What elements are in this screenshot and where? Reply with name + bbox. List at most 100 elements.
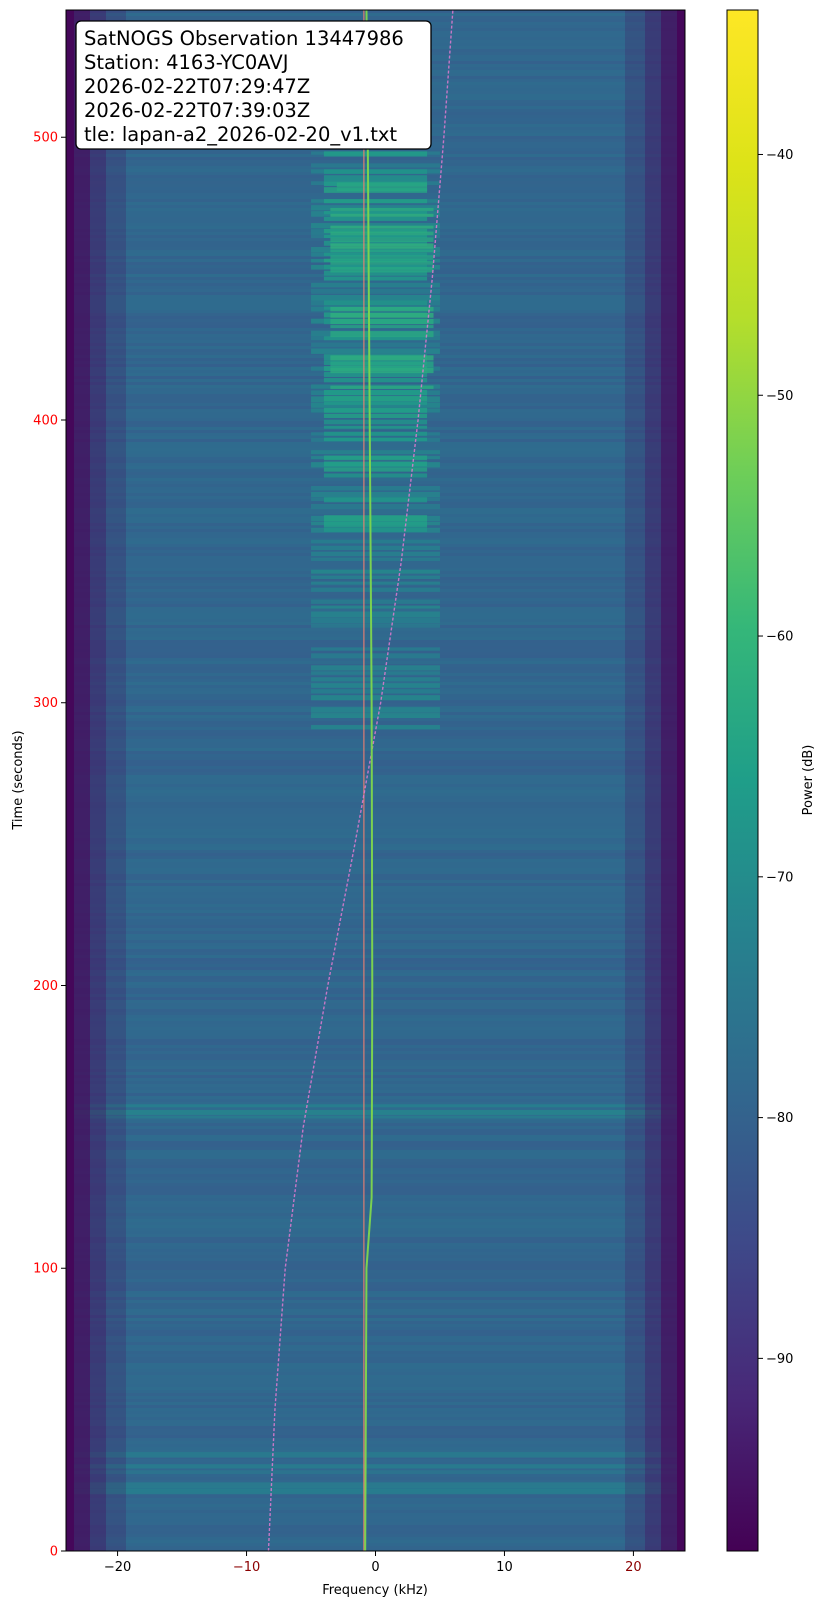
noise-row xyxy=(66,1423,685,1426)
burst-band xyxy=(323,419,428,425)
noise-row xyxy=(66,220,685,223)
noise-row xyxy=(66,1315,685,1318)
noise-row xyxy=(66,1450,685,1453)
noise-row xyxy=(66,1216,685,1219)
noise-row xyxy=(66,502,685,505)
noise-row xyxy=(66,1336,685,1339)
noise-row xyxy=(66,1072,685,1075)
colorbar-ticks: −40 −50 −60 −70 −80 −90 xyxy=(758,148,793,1367)
info-end-time: 2026-02-22T07:39:03Z xyxy=(84,99,310,122)
noise-row xyxy=(66,286,685,289)
burst-band xyxy=(311,503,440,510)
noise-row xyxy=(66,880,685,883)
noise-row xyxy=(66,871,685,874)
noise-row xyxy=(66,718,685,721)
burst-band xyxy=(330,319,434,325)
noise-row xyxy=(66,556,685,559)
noise-row xyxy=(66,193,685,196)
noise-row xyxy=(66,1150,685,1153)
noise-row xyxy=(66,1129,685,1132)
noise-row xyxy=(66,568,685,571)
noise-row xyxy=(66,1429,685,1432)
y-tick-label: 300 xyxy=(33,696,58,711)
burst-band xyxy=(323,395,428,402)
burst-band xyxy=(323,461,428,467)
noise-row xyxy=(66,1378,685,1381)
burst-band xyxy=(330,231,434,236)
noise-row xyxy=(66,1396,685,1399)
noise-row xyxy=(66,1084,685,1087)
burst-band xyxy=(311,163,440,168)
noise-row xyxy=(66,847,685,850)
noise-row xyxy=(66,1309,685,1312)
burst-band xyxy=(330,355,434,361)
noise-row xyxy=(66,898,685,901)
noise-row xyxy=(66,1318,685,1321)
noise-row xyxy=(66,1012,685,1015)
noise-row xyxy=(66,1153,685,1156)
noise-row xyxy=(66,1369,685,1372)
noise-row xyxy=(66,1225,685,1228)
noise-row xyxy=(66,733,685,736)
noise-row xyxy=(66,892,685,895)
noise-row xyxy=(66,1525,685,1528)
signal-carrier-trace xyxy=(364,10,374,1551)
noise-row xyxy=(66,1537,685,1540)
noise-row xyxy=(66,883,685,886)
noise-row xyxy=(66,1081,685,1084)
noise-row xyxy=(66,1255,685,1258)
noise-row xyxy=(66,1504,685,1507)
noise-row xyxy=(66,436,685,439)
burst-band xyxy=(311,539,440,544)
noise-row xyxy=(66,904,685,907)
noise-row xyxy=(66,1420,685,1423)
noise-row xyxy=(66,1441,685,1444)
noise-row xyxy=(66,1042,685,1045)
noise-row xyxy=(66,970,685,973)
noise-row xyxy=(66,592,685,595)
noise-row xyxy=(66,1363,685,1366)
burst-band xyxy=(330,249,434,253)
noise-row xyxy=(66,1468,685,1471)
noise-row xyxy=(66,742,685,745)
burst-band xyxy=(323,473,428,478)
noise-row xyxy=(66,1285,685,1288)
burst-band xyxy=(66,1452,685,1458)
noise-row xyxy=(66,1258,685,1261)
noise-row xyxy=(66,1231,685,1234)
noise-row xyxy=(66,1276,685,1279)
noise-row xyxy=(66,1366,685,1369)
burst-band xyxy=(311,491,440,498)
noise-row xyxy=(66,793,685,796)
noise-row xyxy=(66,280,685,283)
burst-band xyxy=(311,282,440,288)
burst-band xyxy=(330,306,434,312)
noise-row xyxy=(66,976,685,979)
noise-row xyxy=(66,412,685,415)
burst-band xyxy=(323,211,428,215)
burst-band xyxy=(66,1488,685,1495)
noise-row xyxy=(66,961,685,964)
noise-row xyxy=(66,1114,685,1117)
noise-row xyxy=(66,766,685,769)
noise-row xyxy=(66,1549,685,1551)
right-rolloff xyxy=(661,10,677,1551)
noise-row xyxy=(66,943,685,946)
noise-row xyxy=(66,802,685,805)
burst-band xyxy=(66,1104,685,1108)
right-rolloff xyxy=(625,10,645,1551)
noise-row xyxy=(66,781,685,784)
burst-band xyxy=(311,605,440,609)
noise-row xyxy=(66,1177,685,1180)
burst-band xyxy=(66,1464,685,1469)
burst-band xyxy=(311,647,440,651)
noise-row xyxy=(66,913,685,916)
noise-row xyxy=(66,574,685,577)
noise-row xyxy=(66,757,685,760)
noise-row xyxy=(66,1027,685,1030)
observation-info-box: SatNOGS Observation 13447986 Station: 41… xyxy=(75,20,432,150)
colorbar-tick-label: −90 xyxy=(766,1352,793,1367)
noise-row xyxy=(66,721,685,724)
noise-row xyxy=(66,997,685,1000)
noise-row xyxy=(66,1267,685,1270)
